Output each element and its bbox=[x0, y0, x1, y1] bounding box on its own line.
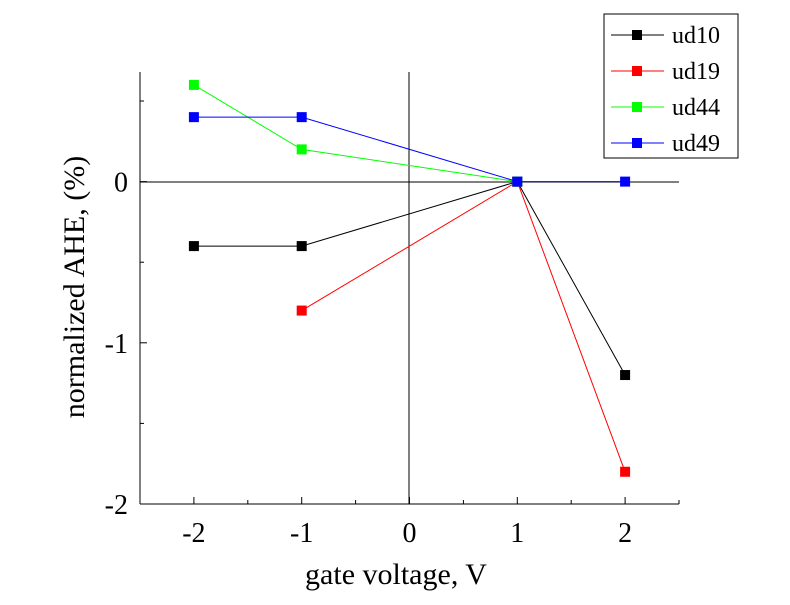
ticks: -2 -1 0 1 2 0 -1 -2 bbox=[105, 100, 680, 549]
legend-entry: ud19 bbox=[611, 59, 720, 85]
y-tick-label: -2 bbox=[105, 490, 128, 521]
legend-label: ud49 bbox=[672, 131, 720, 157]
x-tick-label: 1 bbox=[510, 518, 524, 549]
data-point bbox=[296, 112, 307, 123]
legend-label: ud10 bbox=[672, 23, 720, 49]
data-point bbox=[188, 241, 199, 252]
legend-marker bbox=[632, 102, 642, 112]
series-ud19 bbox=[296, 176, 631, 477]
legend-box bbox=[603, 13, 739, 159]
y-tick-label: 0 bbox=[114, 168, 128, 199]
legend-entry: ud44 bbox=[611, 95, 720, 121]
legend-label: ud19 bbox=[672, 59, 720, 85]
data-point bbox=[188, 112, 199, 123]
legend-marker bbox=[632, 138, 642, 148]
data-point bbox=[296, 305, 307, 316]
series-line-ud49 bbox=[193, 116, 626, 183]
y-tick-label: -1 bbox=[105, 329, 128, 360]
series-ud49 bbox=[188, 112, 631, 187]
x-tick-label: 0 bbox=[403, 518, 417, 549]
data-point bbox=[188, 79, 199, 90]
legend-entry: ud49 bbox=[611, 131, 720, 157]
data-point bbox=[296, 144, 307, 155]
legend-marker bbox=[632, 66, 642, 76]
y-axis-label: normalized AHE, (%) bbox=[58, 156, 91, 418]
x-tick-label: -2 bbox=[182, 518, 205, 549]
data-point bbox=[620, 370, 631, 381]
data-point bbox=[296, 241, 307, 252]
legend-label: ud44 bbox=[672, 95, 720, 121]
series bbox=[188, 79, 631, 477]
data-point bbox=[620, 466, 631, 477]
legend-entry: ud10 bbox=[611, 23, 720, 49]
data-point bbox=[512, 176, 523, 187]
axes bbox=[139, 72, 679, 505]
series-line-ud19 bbox=[301, 180, 626, 472]
x-tick-label: -1 bbox=[290, 518, 313, 549]
data-point bbox=[620, 176, 631, 187]
x-axis-label: gate voltage, V bbox=[305, 558, 487, 591]
x-tick-label: 2 bbox=[618, 518, 632, 549]
series-line-ud10 bbox=[193, 181, 626, 376]
legend: ud10 ud19 ud44 ud49 bbox=[603, 13, 739, 159]
legend-marker bbox=[632, 30, 642, 40]
